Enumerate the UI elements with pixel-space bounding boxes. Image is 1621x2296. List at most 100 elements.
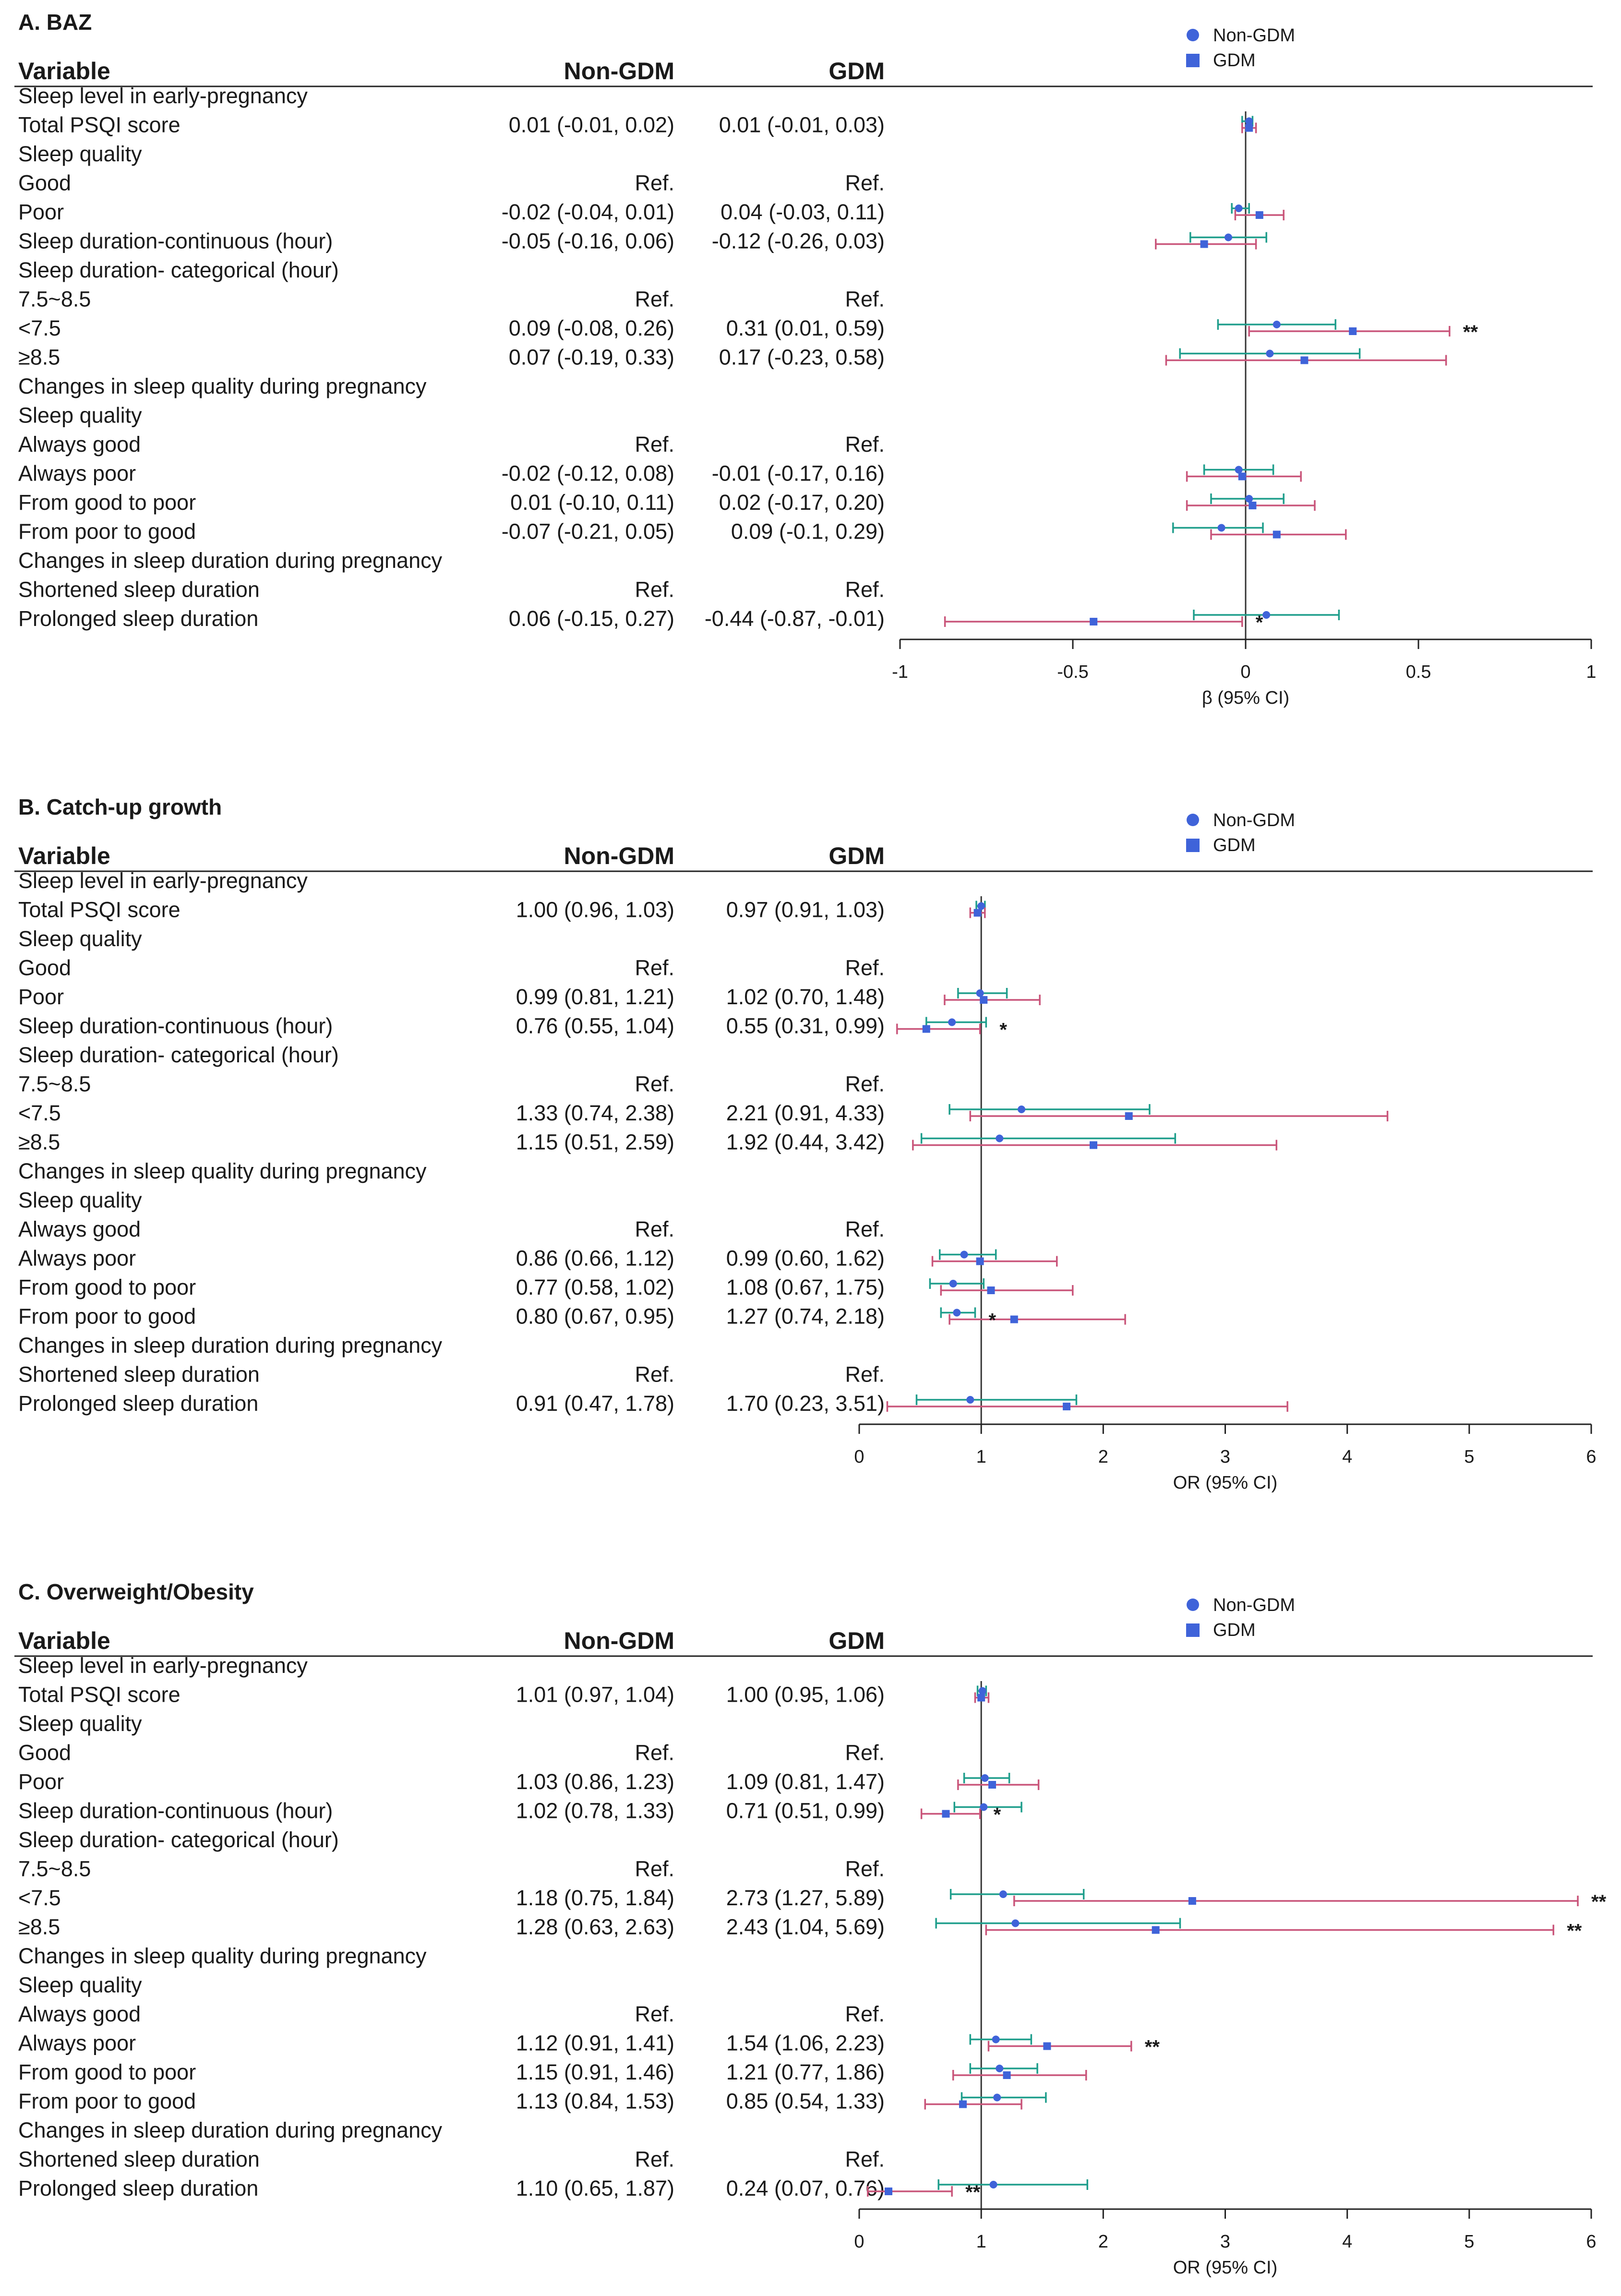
gdm-point bbox=[1349, 327, 1357, 335]
table-row: Always good Ref. Ref. bbox=[18, 432, 885, 457]
non-gdm-point bbox=[992, 2035, 1000, 2044]
legend-label-gdm: GDM bbox=[1213, 835, 1256, 855]
non-gdm-point bbox=[996, 2065, 1004, 2072]
non-gdm-estimate: 0.07 (-0.19, 0.33) bbox=[509, 345, 674, 370]
gdm-estimate: -0.12 (-0.26, 0.03) bbox=[712, 229, 885, 253]
row-label: Poor bbox=[18, 985, 64, 1009]
table-row: Shortened sleep duration Ref. Ref. bbox=[18, 577, 885, 602]
x-tick-label: 5 bbox=[1464, 2232, 1474, 2252]
non-gdm-point bbox=[980, 1803, 988, 1811]
non-gdm-point bbox=[993, 2093, 1001, 2102]
x-tick-label: 1 bbox=[976, 1447, 986, 1467]
x-tick-label: 0 bbox=[854, 1447, 864, 1467]
non-gdm-point bbox=[996, 1134, 1004, 1142]
table-row: Shortened sleep duration Ref. Ref. bbox=[18, 2147, 885, 2172]
non-gdm-point bbox=[948, 1018, 956, 1026]
gdm-point bbox=[980, 996, 988, 1004]
non-gdm-estimate: 1.03 (0.86, 1.23) bbox=[516, 1769, 674, 1794]
panel-title: B. Catch-up growth bbox=[18, 794, 222, 819]
gdm-point bbox=[1043, 2042, 1051, 2050]
table-row: Total PSQI score 1.01 (0.97, 1.04) 1.00 (0… bbox=[18, 1683, 990, 1707]
row-label: Sleep duration- categorical (hour) bbox=[18, 1043, 339, 1067]
row-label: Sleep quality bbox=[18, 1711, 142, 1736]
x-tick-label: 4 bbox=[1342, 1447, 1352, 1467]
header-gdm: GDM bbox=[829, 1627, 885, 1654]
table-row: Shortened sleep duration Ref. Ref. bbox=[18, 1362, 885, 1387]
table-row: Sleep level in early-pregnancy bbox=[18, 84, 308, 108]
row-label: Changes in sleep quality during pregnanc… bbox=[18, 1944, 427, 1968]
row-label: Total PSQI score bbox=[18, 113, 180, 137]
non-gdm-estimate: 0.01 (-0.01, 0.02) bbox=[509, 113, 674, 137]
gdm-point bbox=[1300, 356, 1309, 364]
non-gdm-estimate: -0.02 (-0.04, 0.01) bbox=[502, 200, 674, 224]
row-label: Sleep duration-continuous (hour) bbox=[18, 1799, 333, 1823]
table-row: <7.5 1.33 (0.74, 2.38) 2.21 (0.91, 4.33) bbox=[18, 1101, 1389, 1125]
non-gdm-point bbox=[981, 1774, 989, 1782]
gdm-point bbox=[1255, 211, 1263, 219]
row-label: Sleep quality bbox=[18, 1973, 142, 1997]
header-gdm: GDM bbox=[829, 58, 885, 84]
legend-label-non-gdm: Non-GDM bbox=[1213, 1595, 1295, 1615]
gdm-estimate: 1.08 (0.67, 1.75) bbox=[726, 1275, 885, 1299]
gdm-estimate: 1.21 (0.77, 1.86) bbox=[726, 2060, 885, 2084]
gdm-point bbox=[1200, 240, 1208, 248]
x-tick-label: 6 bbox=[1586, 2232, 1596, 2252]
table-row: From poor to good -0.07 (-0.21, 0.05) 0.09… bbox=[18, 519, 1347, 544]
gdm-estimate: Ref. bbox=[845, 2002, 885, 2026]
row-label: Always good bbox=[18, 432, 141, 457]
gdm-estimate: 2.21 (0.91, 4.33) bbox=[726, 1101, 885, 1125]
gdm-estimate: 0.31 (0.01, 0.59) bbox=[726, 316, 885, 340]
table-row: Always poor 1.12 (0.91, 1.41) 1.54 (1.06, … bbox=[18, 2031, 1160, 2058]
non-gdm-estimate: Ref. bbox=[635, 171, 674, 195]
gdm-point bbox=[959, 2100, 967, 2108]
table-row: Poor 0.99 (0.81, 1.21) 1.02 (0.70, 1.48) bbox=[18, 985, 1041, 1009]
row-label: From poor to good bbox=[18, 1304, 196, 1329]
gdm-estimate: Ref. bbox=[845, 2147, 885, 2172]
non-gdm-estimate: Ref. bbox=[635, 287, 674, 312]
table-row: 7.5~8.5 Ref. Ref. bbox=[18, 1072, 885, 1096]
x-tick-label: 4 bbox=[1342, 2232, 1352, 2252]
row-label: Sleep level in early-pregnancy bbox=[18, 1653, 308, 1678]
table-row: Changes in sleep quality during pregnanc… bbox=[18, 1159, 427, 1183]
gdm-estimate: 0.71 (0.51, 0.99) bbox=[726, 1799, 885, 1823]
legend-label-non-gdm: Non-GDM bbox=[1213, 810, 1295, 830]
gdm-point bbox=[1273, 530, 1281, 539]
gdm-estimate: Ref. bbox=[845, 1857, 885, 1881]
gdm-estimate: Ref. bbox=[845, 432, 885, 457]
non-gdm-estimate: 1.12 (0.91, 1.41) bbox=[516, 2031, 674, 2056]
row-label: Shortened sleep duration bbox=[18, 1362, 260, 1387]
table-row: ≥8.5 1.15 (0.51, 2.59) 1.92 (0.44, 3.42) bbox=[18, 1130, 1277, 1154]
legend-label-gdm: GDM bbox=[1213, 1620, 1256, 1640]
table-row: Prolonged sleep duration 0.06 (-0.15, 0.2… bbox=[18, 606, 1340, 633]
non-gdm-estimate: Ref. bbox=[635, 1072, 674, 1096]
table-row: Sleep quality bbox=[18, 1973, 142, 1997]
header-non-gdm: Non-GDM bbox=[564, 1627, 675, 1654]
non-gdm-estimate: 0.77 (0.58, 1.02) bbox=[516, 1275, 674, 1299]
table-row: 7.5~8.5 Ref. Ref. bbox=[18, 1857, 885, 1881]
non-gdm-point bbox=[989, 2181, 997, 2188]
x-tick-label: 2 bbox=[1098, 2232, 1108, 2252]
gdm-estimate: 1.27 (0.74, 2.18) bbox=[726, 1304, 885, 1329]
legend-marker-non-gdm bbox=[1187, 1599, 1199, 1611]
row-label: ≥8.5 bbox=[18, 345, 60, 370]
table-row: Always good Ref. Ref. bbox=[18, 2002, 885, 2026]
legend-marker-gdm bbox=[1186, 1623, 1200, 1637]
row-label: From good to poor bbox=[18, 490, 196, 515]
x-tick-label: 1 bbox=[1586, 662, 1596, 682]
legend-label-non-gdm: Non-GDM bbox=[1213, 25, 1295, 46]
significance-marker: ** bbox=[1591, 1891, 1607, 1912]
gdm-estimate: 0.99 (0.60, 1.62) bbox=[726, 1246, 885, 1271]
row-label: From good to poor bbox=[18, 1275, 196, 1299]
row-label: Sleep duration-continuous (hour) bbox=[18, 1014, 333, 1038]
x-tick-label: -1 bbox=[892, 662, 908, 682]
non-gdm-estimate: -0.02 (-0.12, 0.08) bbox=[502, 461, 674, 486]
table-row: From good to poor 0.01 (-0.10, 0.11) 0.02 … bbox=[18, 490, 1316, 515]
table-row: Changes in sleep duration during pregnan… bbox=[18, 2118, 443, 2142]
gdm-estimate: 1.54 (1.06, 2.23) bbox=[726, 2031, 885, 2056]
gdm-point bbox=[1238, 472, 1246, 481]
row-label: Good bbox=[18, 1741, 71, 1765]
table-row: <7.5 0.09 (-0.08, 0.26) 0.31 (0.01, 0.59) *… bbox=[18, 316, 1478, 343]
non-gdm-point bbox=[1011, 1919, 1020, 1927]
non-gdm-point bbox=[978, 1687, 986, 1695]
